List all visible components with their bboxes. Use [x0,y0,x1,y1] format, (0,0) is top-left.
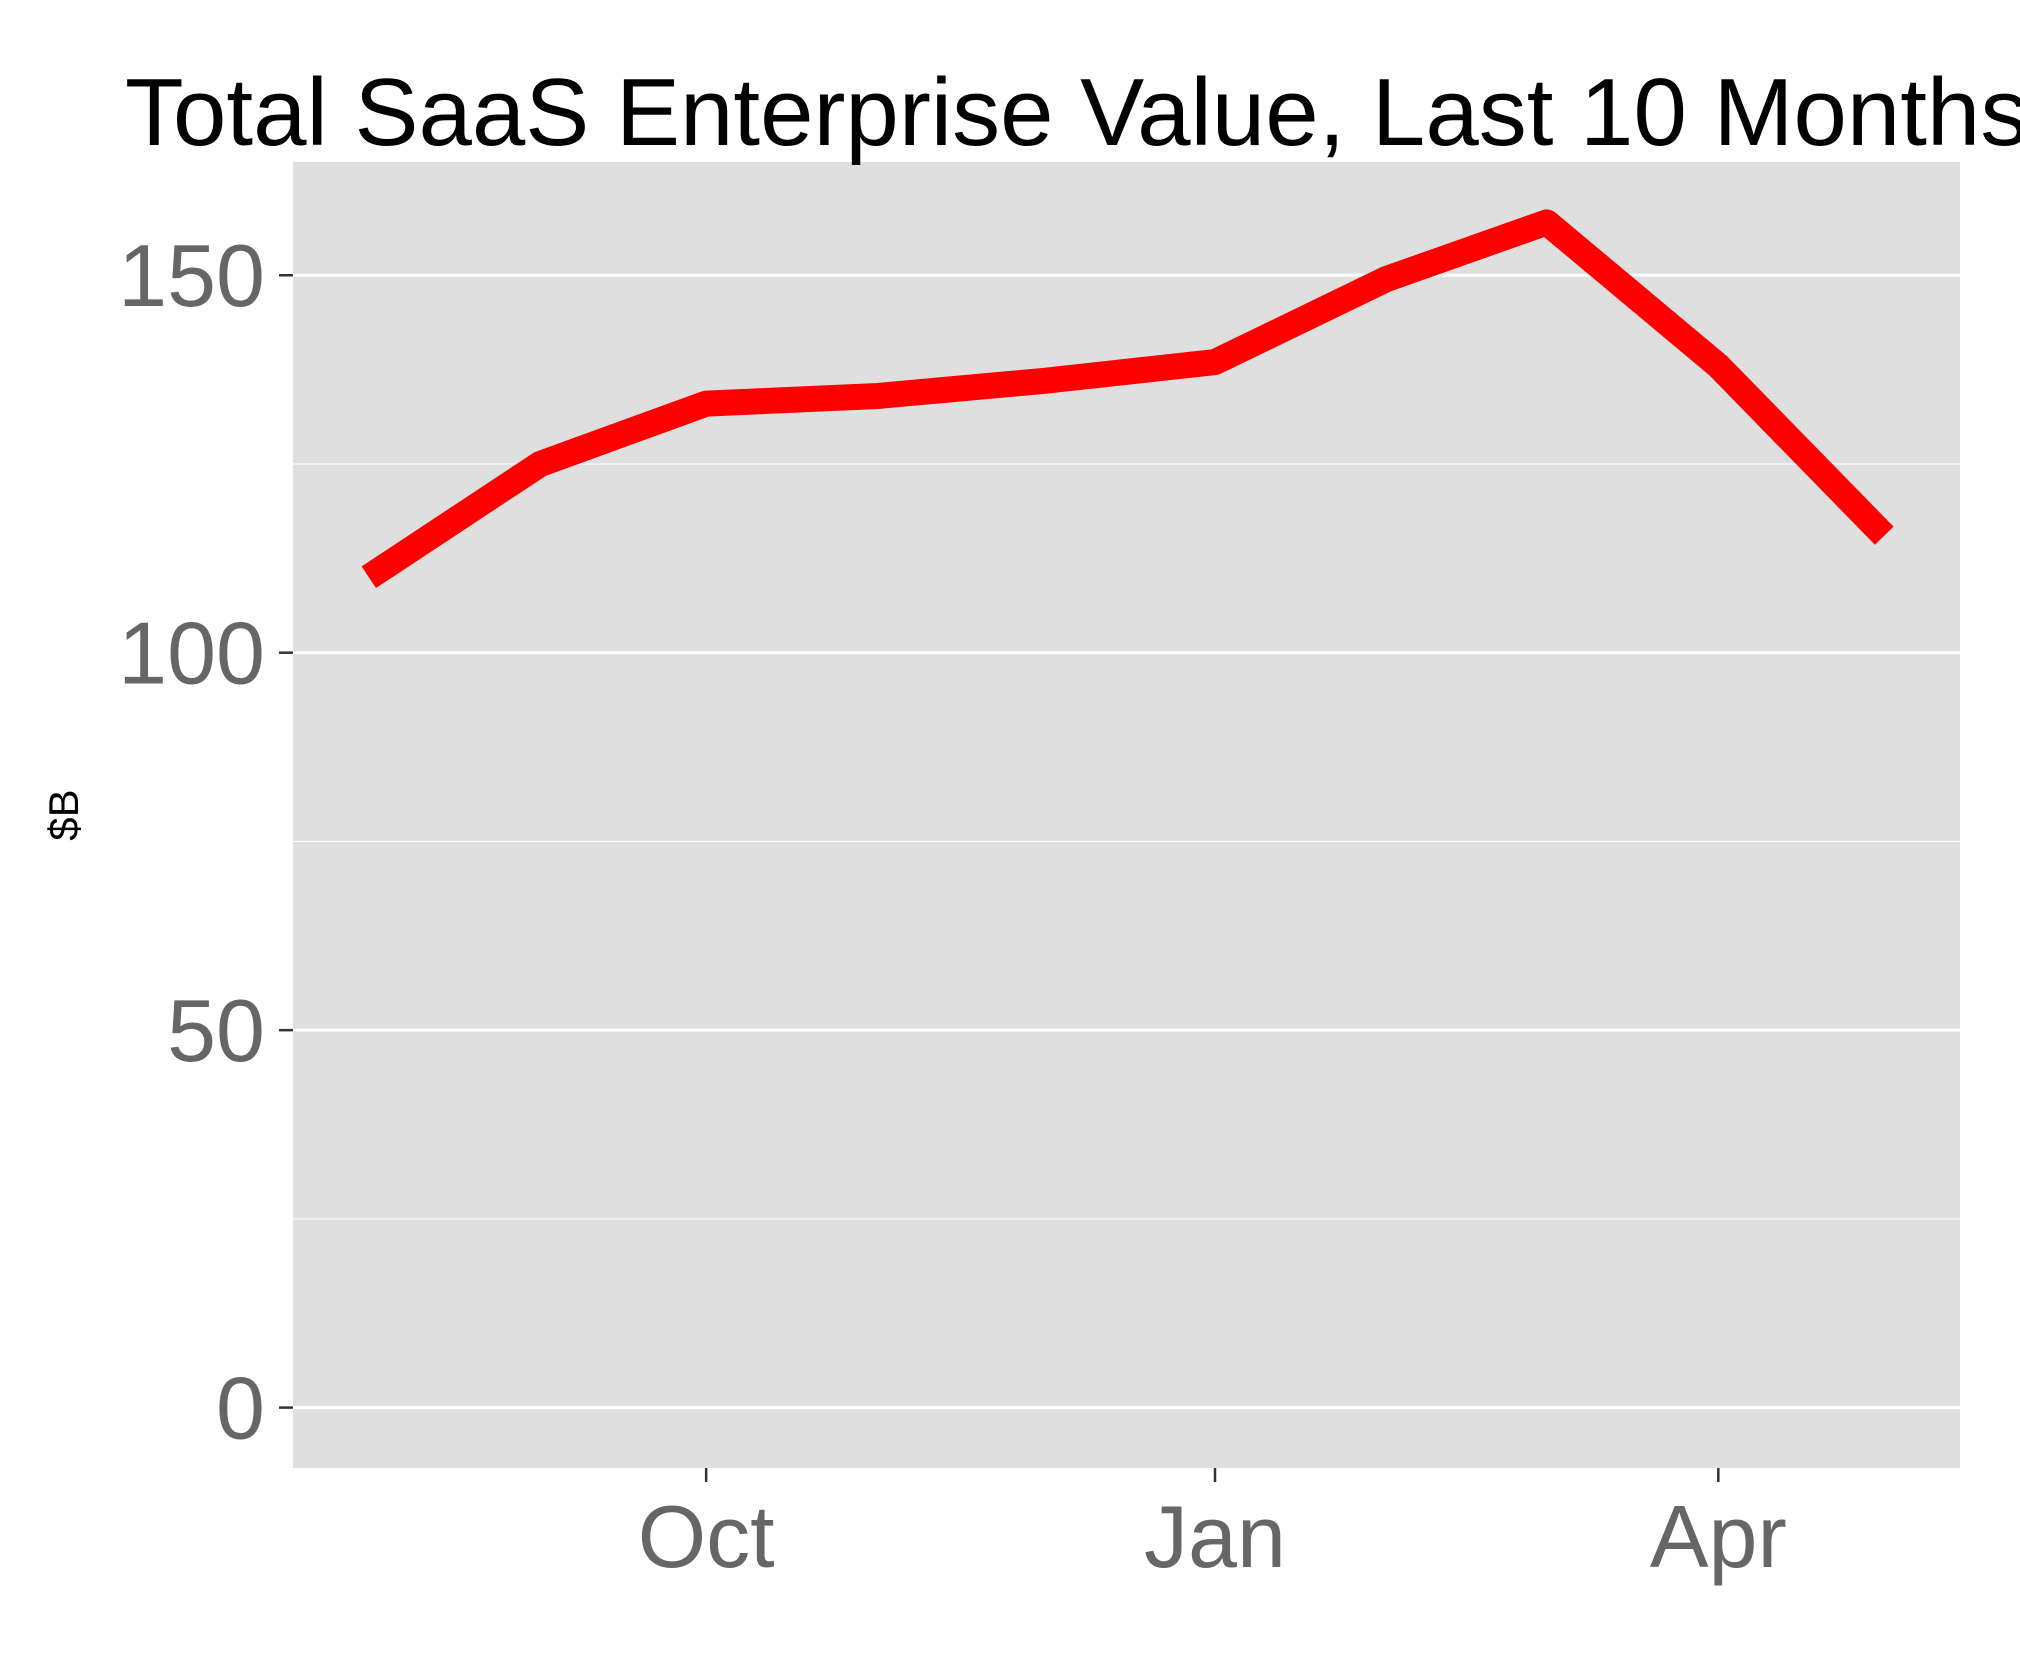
y-tick-label: 50 [167,981,265,1080]
chart-title: Total SaaS Enterprise Value, Last 10 Mon… [125,59,2020,166]
y-tick-label: 150 [118,226,265,325]
axes: 0 50 100 150 Oct Jan Apr [118,226,1787,1586]
y-axis-label: $B [40,789,87,840]
series-line-0 [361,209,1894,589]
x-tick-label: Oct [638,1487,775,1586]
x-tick-label: Jan [1144,1487,1286,1586]
series-lines [361,209,1894,589]
x-tick-label: Apr [1650,1487,1787,1586]
y-tick-label: 0 [216,1359,265,1458]
y-tick-label: 100 [118,604,265,703]
